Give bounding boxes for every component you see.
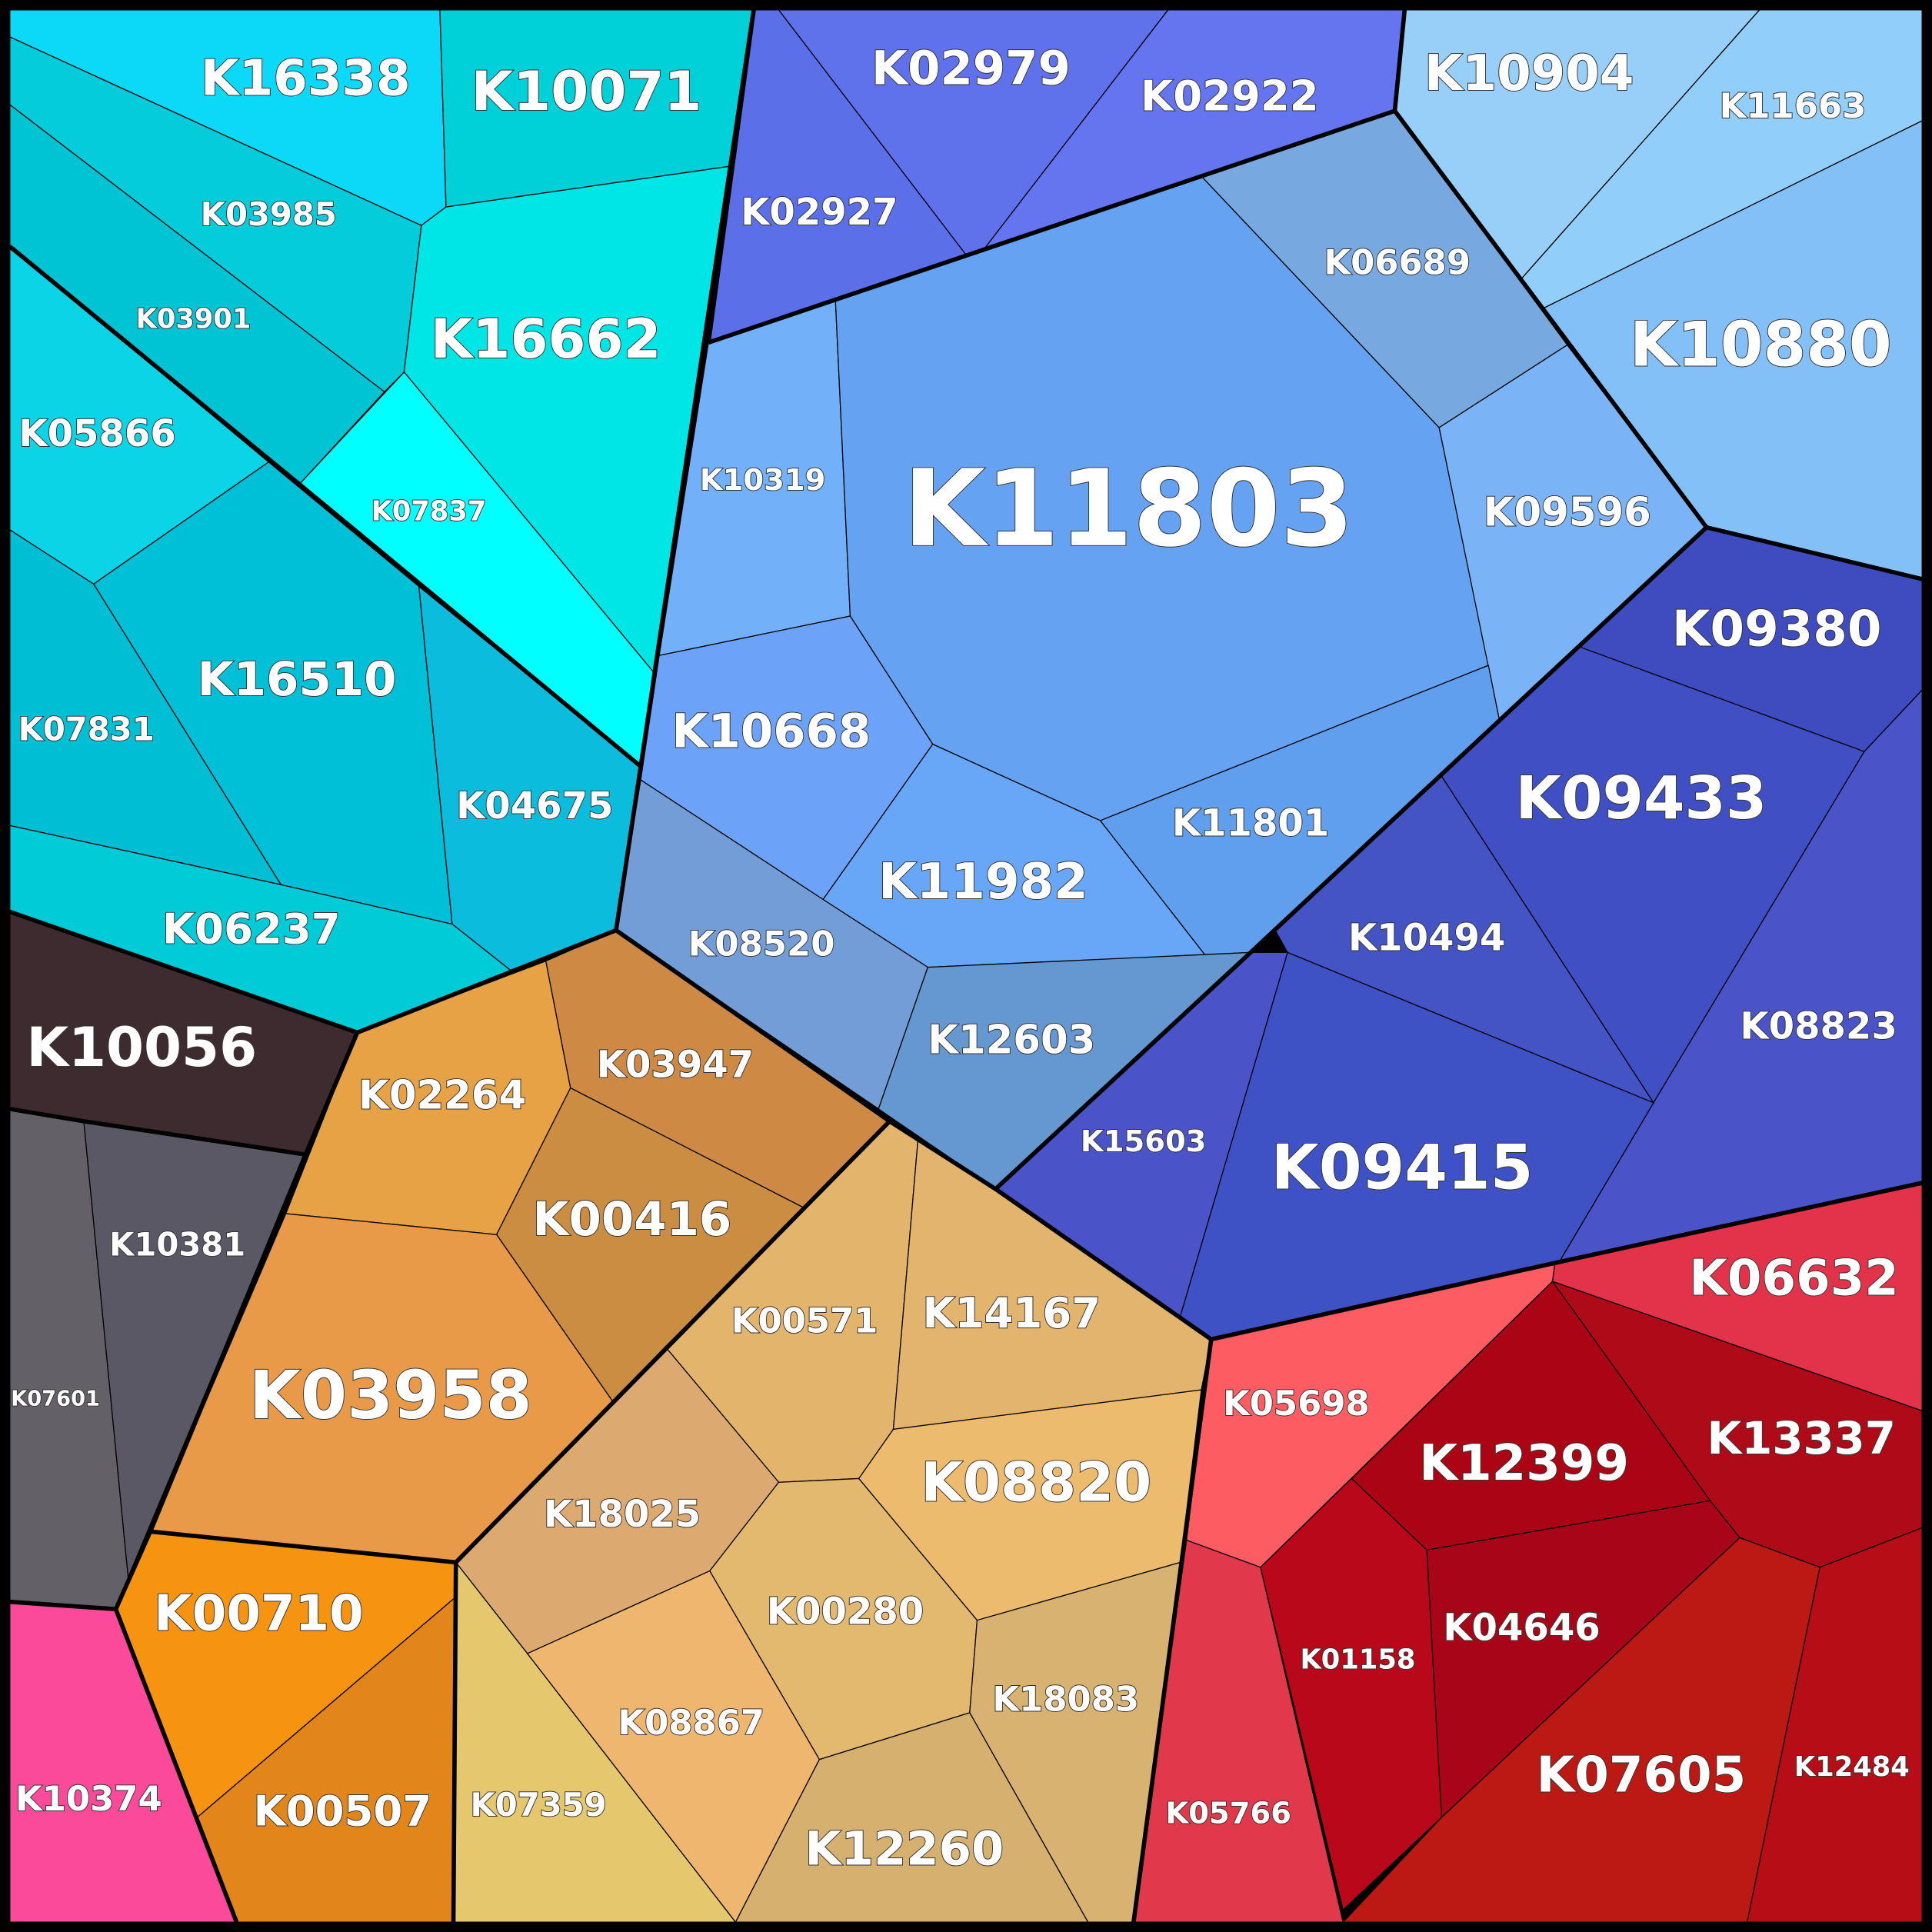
border: [9, 1107, 306, 1157]
cell-label: K08823: [1740, 1005, 1897, 1048]
border: [1393, 109, 1709, 529]
cell-label: K15603: [1081, 1124, 1207, 1159]
border: [150, 1529, 457, 1565]
cell-label: K00416: [532, 1192, 731, 1247]
cell-label: K18083: [992, 1678, 1139, 1719]
cell-label: K09596: [1484, 490, 1651, 536]
cell-label: K10056: [26, 1016, 257, 1079]
cell-label: K07601: [11, 1387, 100, 1411]
cell-label: K03958: [249, 1357, 532, 1434]
cell-label: K05866: [18, 412, 175, 455]
cell-label: K08820: [921, 1451, 1151, 1514]
cell-label: K02927: [741, 191, 898, 234]
cell-label: K03901: [136, 304, 251, 335]
cell-label: K11801: [1172, 801, 1329, 844]
cell-label: K16662: [431, 308, 661, 371]
cell-label: K10381: [109, 1225, 245, 1263]
border: [1211, 1181, 1923, 1342]
cell-label: K12399: [1419, 1435, 1629, 1492]
cell-label: K10319: [700, 463, 826, 498]
cell-label: K04675: [456, 784, 613, 828]
cell-label: K05766: [1165, 1796, 1291, 1830]
cell-label: K03947: [597, 1043, 754, 1086]
border: [706, 7, 757, 343]
border: [994, 525, 1923, 1191]
cell-label: K16338: [201, 50, 411, 107]
cell-label: K04646: [1443, 1607, 1600, 1650]
cell-label: K02922: [1141, 71, 1319, 120]
labels: K16338 K10071 K03985 K03901 K16662 K07837 K058…: [10, 41, 1910, 1877]
cell-label: K07359: [471, 1786, 607, 1824]
cell-label: K10904: [1424, 45, 1634, 102]
cell-label: K11663: [1720, 85, 1867, 126]
cell-label: K10668: [671, 704, 871, 758]
cell-label: K10071: [471, 60, 702, 123]
cell-label: K10494: [1348, 916, 1505, 959]
cell-label: K08520: [688, 923, 835, 964]
cell-label: K11982: [878, 854, 1088, 911]
border: [8, 245, 642, 768]
cell-label: K00571: [731, 1301, 878, 1341]
cell-label: K12603: [928, 1017, 1095, 1063]
border: [451, 928, 892, 1923]
cell-label: K00507: [254, 1786, 432, 1835]
cell-label: K06237: [162, 904, 341, 953]
cell-label: K05698: [1223, 1383, 1370, 1424]
cell-label: K09380: [1672, 601, 1882, 658]
border: [9, 1599, 116, 1612]
cell-label: K11803: [903, 448, 1354, 571]
border: [888, 1119, 1214, 1923]
cell-label: K16510: [198, 652, 397, 707]
cell-label: K07831: [18, 711, 155, 748]
cell-label: K12484: [1794, 1751, 1910, 1783]
cells: [9, 9, 1923, 1924]
cell-label: K14167: [922, 1288, 1101, 1337]
cell-label: K07837: [371, 495, 487, 527]
cell-label: K00710: [154, 1585, 364, 1642]
cell-label: K09415: [1271, 1132, 1534, 1204]
cell-label: K08867: [618, 1702, 764, 1743]
cell-label: K01158: [1301, 1644, 1416, 1676]
cell-label: K06689: [1324, 242, 1471, 282]
cell-label: K09433: [1515, 764, 1767, 833]
cell-label: K12260: [804, 1821, 1004, 1876]
cell-label: K18025: [544, 1493, 701, 1536]
group-borders: [8, 7, 1923, 1924]
cell-label: K00280: [767, 1591, 924, 1634]
cell-label: K07605: [1537, 1747, 1747, 1804]
cell-label: K03985: [201, 195, 337, 233]
cell-label: K10880: [1630, 308, 1892, 380]
cell-label: K06632: [1689, 1251, 1899, 1307]
cell-label: K02979: [871, 42, 1071, 96]
cell-label: K13337: [1707, 1412, 1896, 1464]
cell-label: K10374: [15, 1778, 162, 1819]
cell-label: K02264: [358, 1072, 526, 1118]
